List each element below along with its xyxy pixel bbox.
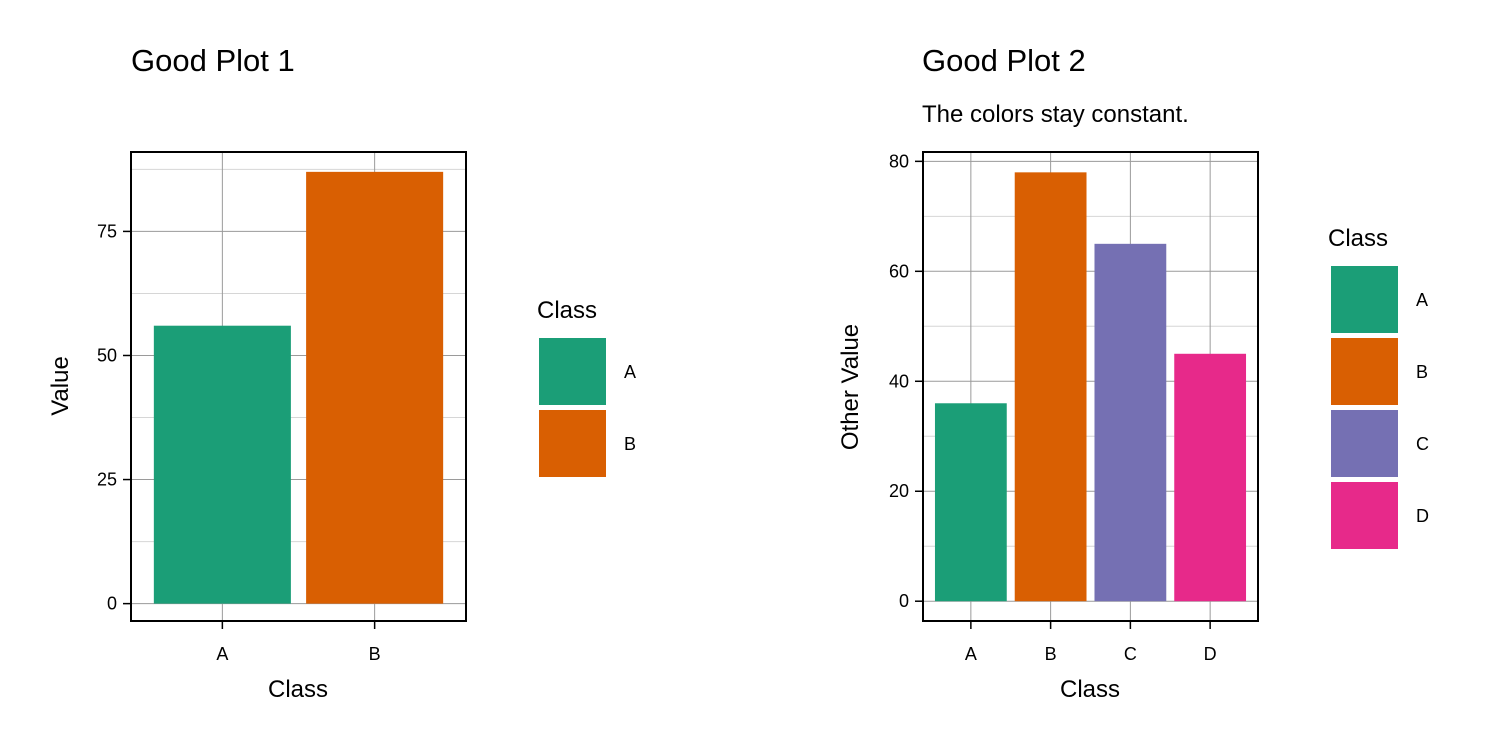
chart-1-panel-border — [130, 151, 467, 622]
chart-2-legend-key-c — [1331, 410, 1398, 477]
chart-1-y-tick-label: 75 — [97, 221, 117, 241]
chart-1-y-axis-title: Value — [47, 356, 74, 416]
chart-1-bar-b — [306, 171, 444, 604]
chart-1-legend-label: A — [624, 362, 636, 382]
chart-1-legend: Class A B — [537, 297, 636, 477]
chart-2-legend-label: D — [1416, 506, 1429, 526]
chart-1-y-tick-label: 50 — [97, 345, 117, 365]
chart-1-x-tick-label: A — [216, 644, 228, 664]
chart-2-x-tick-label: A — [965, 644, 977, 664]
chart-2-x-axis-title: Class — [1060, 676, 1120, 703]
chart-2-legend-title: Class — [1328, 225, 1388, 252]
chart-1-y-tick-label: 25 — [97, 470, 117, 490]
chart-2-y-tick-label: 0 — [899, 591, 909, 611]
chart-1-x-tick-label: B — [369, 644, 381, 664]
chart-2-legend-key-d — [1331, 482, 1398, 549]
chart-2-bar-c — [1094, 243, 1167, 602]
chart-2-x-tick-label: D — [1204, 644, 1217, 664]
chart-1-bar-a — [153, 325, 291, 604]
chart-2-bar-a — [934, 403, 1007, 602]
chart-1-legend-title: Class — [537, 297, 597, 324]
chart-1-title: Good Plot 1 — [131, 43, 295, 78]
chart-2: Good Plot 2 The colors stay constant. 0 2… — [837, 43, 1429, 703]
chart-2-subtitle: The colors stay constant. — [922, 101, 1189, 128]
chart-2-legend-key-a — [1331, 266, 1398, 333]
chart-2-y-tick-label: 80 — [889, 151, 909, 171]
chart-2-y-tick-label: 20 — [889, 481, 909, 501]
chart-2-bars — [934, 172, 1247, 602]
chart-2-legend: Class A B C D — [1328, 225, 1429, 549]
chart-2-y-tick-label: 40 — [889, 371, 909, 391]
chart-2-panel-border — [922, 151, 1259, 622]
chart-1-x-axis-title: Class — [268, 676, 328, 703]
chart-2-x-tick-label: B — [1045, 644, 1057, 664]
chart-1-legend-label: B — [624, 434, 636, 454]
chart-2-legend-label: C — [1416, 434, 1429, 454]
chart-2-legend-label: A — [1416, 290, 1428, 310]
chart-1-y-axis: 0 25 50 75 — [97, 221, 131, 614]
chart-2-legend-label: B — [1416, 362, 1428, 382]
chart-1-legend-key-a — [539, 338, 606, 405]
chart-1-bars — [153, 171, 444, 604]
chart-1-y-tick-label: 0 — [107, 594, 117, 614]
chart-1-legend-key-b — [539, 410, 606, 477]
chart-2-x-tick-label: C — [1124, 644, 1137, 664]
chart-2-x-axis: A B C D — [965, 621, 1217, 664]
chart-2-bar-b — [1014, 172, 1087, 602]
chart-2-y-axis-title: Other Value — [837, 324, 864, 450]
chart-2-legend-key-b — [1331, 338, 1398, 405]
chart-2-y-tick-label: 60 — [889, 261, 909, 281]
chart-2-y-axis: 0 20 40 60 80 — [889, 151, 923, 611]
chart-2-bar-d — [1174, 353, 1247, 602]
chart-2-title: Good Plot 2 — [922, 43, 1086, 78]
